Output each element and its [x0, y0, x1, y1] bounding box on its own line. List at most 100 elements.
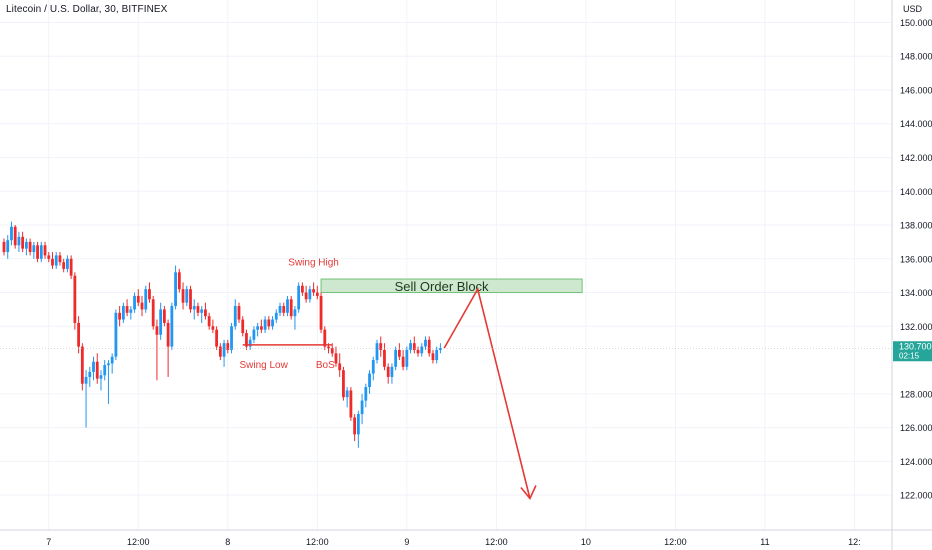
order-block-zone: [320, 278, 583, 294]
candle-body: [394, 349, 398, 367]
candle-body: [200, 309, 204, 313]
price-tick-label: 142.000: [900, 153, 932, 163]
candle-body: [424, 339, 427, 347]
candle-body: [13, 226, 17, 246]
candle-body: [371, 360, 375, 374]
time-tick-label: 12:00: [485, 537, 508, 547]
candle-body: [267, 319, 271, 327]
candle-body: [43, 245, 47, 256]
candle-body: [304, 292, 308, 300]
candle-body: [338, 363, 342, 371]
time-tick-label: 7: [46, 537, 51, 547]
candle-body: [383, 349, 386, 367]
candle-body: [69, 258, 73, 276]
candle-body: [136, 295, 140, 303]
time-tick-label: 10: [581, 537, 591, 547]
bos-label: BoS: [316, 360, 335, 371]
candle-body: [218, 346, 222, 357]
candle-body: [155, 326, 159, 335]
price-tick-label: 122.000: [900, 491, 932, 501]
symbol-title: Litecoin / U.S. Dollar, 30, BITFINEX: [6, 4, 168, 15]
candle-body: [95, 361, 99, 379]
candle-body: [151, 299, 155, 327]
candle-body: [66, 258, 69, 269]
candle-body: [297, 285, 301, 310]
swing-low-label: Swing Low: [239, 360, 288, 371]
price-tick-label: 148.000: [900, 52, 932, 62]
candle-body: [125, 306, 129, 313]
candle-body: [77, 322, 80, 347]
candle-body: [282, 306, 286, 313]
candle-body: [32, 245, 36, 253]
candle-body: [360, 400, 364, 415]
candle-body: [133, 295, 136, 310]
candle-body: [353, 417, 357, 435]
candle-body: [364, 387, 368, 401]
candle-body: [177, 272, 181, 290]
candle-body: [170, 306, 174, 347]
candle-body: [185, 289, 189, 303]
price-tick-label: 124.000: [900, 457, 932, 467]
candle-body: [166, 322, 170, 347]
candle-body: [2, 241, 6, 253]
price-tick-label: 136.000: [900, 254, 932, 264]
candle-body: [312, 289, 315, 293]
price-tick-label: 144.000: [900, 119, 932, 129]
candle-body: [416, 349, 420, 354]
time-tick-label: 12:00: [664, 537, 687, 547]
candle-body: [107, 363, 110, 366]
time-tick-label: 12:00: [127, 537, 150, 547]
candle-body: [263, 319, 267, 330]
time-tick-label: 12:00: [306, 537, 329, 547]
candle-body: [140, 302, 144, 310]
candle-body: [121, 306, 125, 320]
price-tag-value: 130.700: [899, 341, 932, 351]
candle-body: [80, 346, 84, 384]
candle-body: [129, 309, 133, 313]
candle-body: [6, 240, 10, 253]
candle-body: [233, 306, 237, 327]
candle-body: [192, 306, 196, 310]
candle-body: [259, 326, 263, 330]
candle-body: [431, 353, 435, 361]
candle-body: [420, 346, 424, 354]
candle-body: [84, 376, 88, 384]
candle-body: [327, 346, 330, 349]
candle-body: [409, 343, 412, 350]
price-tick-label: 134.000: [900, 288, 932, 298]
candle-body: [330, 348, 334, 354]
candle-body: [379, 343, 383, 350]
candle-body: [241, 319, 245, 334]
candle-body: [189, 289, 192, 310]
candle-body: [412, 343, 416, 350]
candle-body: [334, 353, 338, 364]
candle-body: [196, 306, 200, 313]
candle-body: [110, 356, 114, 364]
candle-body: [323, 329, 327, 347]
candle-body: [215, 329, 219, 347]
candle-body: [10, 226, 13, 241]
candle-body: [319, 295, 323, 330]
price-tick-label: 138.000: [900, 221, 932, 231]
candle-body: [386, 366, 390, 377]
price-tick-label: 146.000: [900, 85, 932, 95]
candle-body: [435, 349, 439, 361]
candle-body: [248, 339, 252, 347]
candle-body: [54, 255, 58, 266]
candle-body: [293, 309, 297, 317]
candle-body: [401, 356, 405, 367]
candle-body: [252, 329, 256, 340]
price-tag-countdown: 02:15: [899, 351, 920, 360]
time-tick-label: 12:: [848, 537, 861, 547]
candle-body: [274, 312, 278, 320]
candle-body: [144, 289, 148, 310]
candle-body: [390, 366, 394, 377]
time-tick-label: 8: [225, 537, 230, 547]
candle-body: [204, 309, 207, 317]
candle-body: [73, 275, 77, 323]
candle-body: [47, 255, 51, 259]
candle-body: [230, 326, 233, 350]
candle-body: [39, 245, 43, 259]
